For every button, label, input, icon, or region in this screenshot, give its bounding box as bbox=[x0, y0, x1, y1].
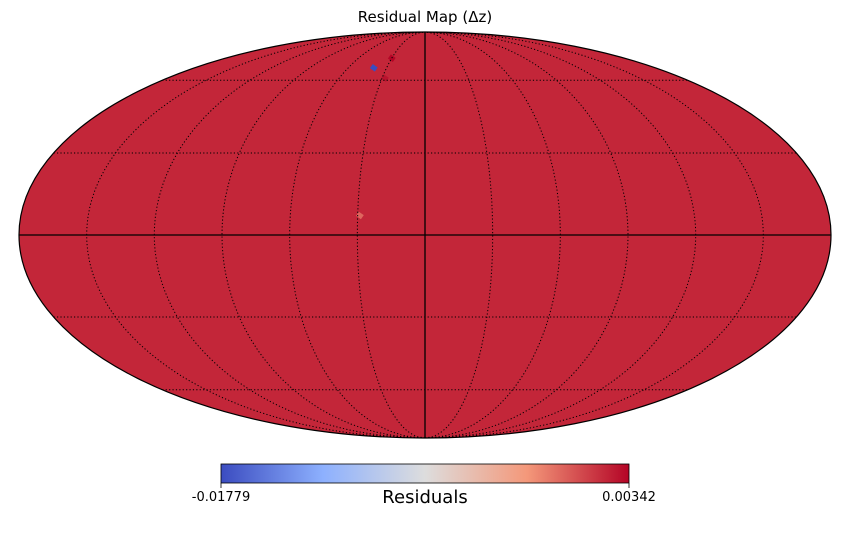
meridian-line bbox=[221, 32, 426, 438]
colorbar-max-label: 0.00342 bbox=[602, 490, 656, 505]
anomaly-pixel bbox=[356, 211, 364, 220]
chart-title: Residual Map (Δz) bbox=[358, 8, 492, 26]
anomaly-pixel bbox=[387, 54, 396, 62]
meridian-line bbox=[356, 32, 426, 438]
meridian-line bbox=[424, 32, 629, 438]
anomaly-pixel bbox=[369, 64, 378, 72]
colorbar-min-label: -0.01779 bbox=[192, 490, 250, 505]
meridian-line bbox=[424, 32, 697, 438]
graticule bbox=[19, 32, 831, 438]
colorbar-title: Residuals bbox=[382, 487, 467, 508]
colorbar-gradient bbox=[220, 463, 630, 484]
colorbar: -0.01779 0.00342 Residuals bbox=[192, 463, 656, 508]
map-outline bbox=[18, 31, 832, 439]
meridian-line bbox=[153, 32, 426, 438]
